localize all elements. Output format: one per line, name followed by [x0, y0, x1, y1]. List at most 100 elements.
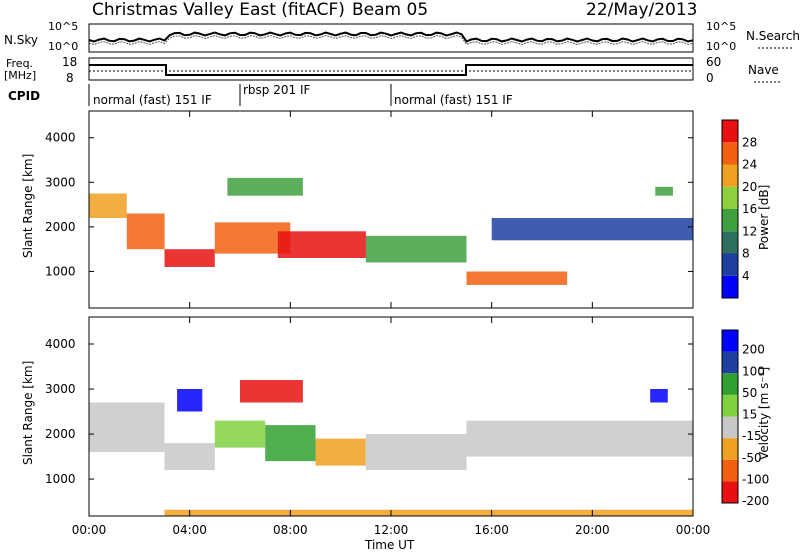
power-colorbar-swatch — [722, 275, 738, 298]
power-colorbar-swatch — [722, 120, 738, 143]
freq-unit: [MHz] — [4, 69, 36, 82]
velocity-colorbar-tick: 50 — [742, 386, 757, 400]
noise-tick-top-left: 10^5 — [48, 20, 78, 33]
cpid-segment-0: normal (fast) 151 IF — [93, 93, 212, 107]
ytick-label: 4000 — [45, 131, 76, 145]
date-label: 22/May/2013 — [586, 0, 698, 20]
noise-tick-bottom-left: 10^0 — [48, 40, 78, 53]
power-colorbar-swatch — [722, 186, 738, 209]
ytick-label: 1000 — [45, 472, 76, 486]
xtick-label: 00:00 — [676, 523, 711, 537]
velocity-band — [89, 402, 165, 452]
noise-panel-frame — [88, 23, 694, 53]
freq-tick-bottom: 8 — [66, 71, 74, 85]
velocity-colorbar-tick: -100 — [742, 472, 769, 486]
ytick-label: 1000 — [45, 264, 76, 278]
velocity-colorbar-swatch — [722, 351, 738, 374]
power-ylabel: Slant Range [km] — [21, 154, 35, 258]
velocity-band — [177, 389, 203, 412]
velocity-colorbar-swatch — [722, 416, 738, 439]
power-band — [214, 222, 291, 254]
power-band — [89, 193, 127, 218]
xtick-label: 08:00 — [273, 523, 308, 537]
power-colorbar-swatch — [722, 209, 738, 232]
velocity-colorbar-swatch — [722, 459, 738, 482]
ytick-label: 2000 — [45, 220, 76, 234]
power-colorbar-swatch — [722, 142, 738, 165]
xtick-label: 12:00 — [374, 523, 409, 537]
freq-line — [89, 64, 693, 76]
velocity-colorbar-tick: 100 — [742, 364, 765, 378]
power-colorbar-swatch — [722, 231, 738, 254]
nave-tick-bottom: 0 — [706, 71, 714, 85]
power-colorbar-tick: 12 — [742, 224, 757, 238]
freq-panel-frame — [88, 57, 694, 81]
velocity-colorbar-swatch — [722, 330, 738, 352]
velocity-band — [164, 443, 215, 471]
power-panel: 1000 2000 3000 4000 — [45, 131, 693, 285]
ytick-label: 2000 — [45, 427, 76, 441]
velocity-colorbar-swatch — [722, 481, 738, 503]
nave-label: Nave — [748, 63, 779, 77]
velocity-colorbar-frame — [721, 329, 739, 504]
velocity-band — [265, 425, 316, 462]
velocity-colorbar: 200 100 50 15 -15 -50 -100 -200 — [721, 329, 769, 508]
freq-tick-top: 18 — [62, 55, 77, 69]
velocity-band — [214, 420, 266, 448]
ytick-label: 3000 — [45, 382, 76, 396]
velocity-colorbar-swatch — [722, 438, 738, 460]
noise-sky-line — [88, 31, 694, 43]
freq-label: Freq. — [6, 57, 33, 70]
power-band — [227, 177, 303, 196]
power-colorbar-tick: 4 — [742, 269, 750, 283]
power-colorbar-tick: 28 — [742, 135, 757, 149]
power-colorbar-swatch — [722, 164, 738, 187]
cpid-segment-1: rbsp 201 IF — [243, 83, 310, 97]
xtick-label: 16:00 — [474, 523, 509, 537]
velocity-band — [315, 438, 366, 466]
noise-tick-bottom-right: 10^0 — [706, 40, 736, 53]
power-colorbar-frame — [721, 119, 739, 299]
power-colorbar: 4 8 12 16 20 24 28 — [721, 119, 757, 299]
velocity-colorbar-tick: -50 — [742, 451, 762, 465]
power-colorbar-tick: 16 — [742, 202, 757, 216]
velocity-panel: 1000 2000 3000 4000 — [45, 337, 693, 516]
power-colorbar-tick: 8 — [742, 247, 750, 261]
power-band — [655, 186, 673, 196]
power-band — [164, 249, 215, 267]
velocity-colorbar-tick: -15 — [742, 429, 762, 443]
velocity-band — [164, 509, 693, 516]
power-colorbar-tick: 24 — [742, 158, 757, 172]
ytick-label: 3000 — [45, 175, 76, 189]
velocity-band — [466, 420, 693, 457]
station-title: Christmas Valley East (fitACF) — [92, 0, 345, 20]
velocity-band — [365, 434, 467, 471]
power-band — [466, 271, 568, 285]
xtick-label: 20:00 — [575, 523, 610, 537]
power-band — [126, 213, 165, 250]
velocity-panel-frame — [88, 316, 694, 517]
power-panel-frame — [88, 110, 694, 309]
cpid-segment-2: normal (fast) 151 IF — [394, 93, 513, 107]
beam-label: Beam 05 — [352, 0, 428, 20]
velocity-band — [240, 380, 303, 403]
xtick-label: 04:00 — [172, 523, 207, 537]
velocity-colorbar-tick: 15 — [742, 408, 757, 422]
power-colorbar-label: Power [dB] — [757, 185, 771, 250]
cpid-label: CPID — [8, 89, 40, 103]
velocity-colorbar-label: Velocity [m s⁻¹] — [757, 367, 771, 460]
noise-search-line — [88, 34, 694, 46]
power-band — [365, 235, 467, 263]
ytick-label: 4000 — [45, 337, 76, 351]
velocity-band — [650, 389, 668, 403]
xtick-label: 00:00 — [72, 523, 107, 537]
axis-ticks: 00:00 04:00 08:00 12:00 16:00 20:00 00:00 — [72, 111, 711, 537]
velocity-colorbar-tick: 200 — [742, 343, 765, 357]
velocity-ylabel: Slant Range [km] — [21, 361, 35, 465]
velocity-colorbar-swatch — [722, 394, 738, 417]
velocity-colorbar-swatch — [722, 373, 738, 395]
power-band — [277, 231, 366, 258]
velocity-colorbar-tick: -200 — [742, 494, 769, 508]
